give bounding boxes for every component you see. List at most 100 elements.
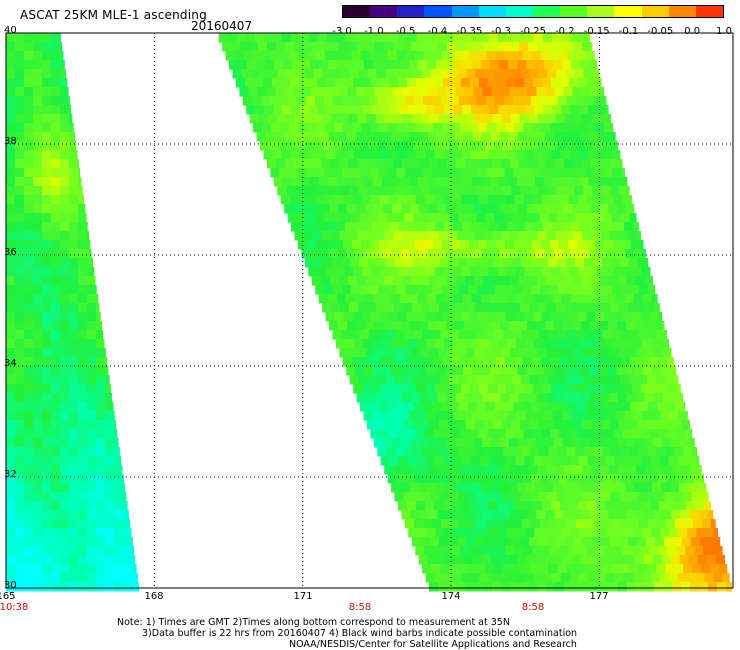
swath-pixel — [419, 87, 429, 97]
swath-pixel — [400, 132, 411, 142]
swath-pixel — [592, 69, 600, 79]
swath-pixel — [15, 87, 25, 97]
swath-pixel — [389, 150, 399, 160]
swath-pixel — [545, 393, 556, 403]
swath-pixel — [132, 537, 133, 547]
swath-pixel — [60, 186, 70, 196]
swath-pixel — [105, 510, 115, 520]
swath-pixel — [432, 402, 442, 412]
swath-pixel — [362, 150, 372, 160]
swath-pixel — [666, 474, 677, 484]
swath-pixel — [359, 213, 370, 223]
swath-pixel — [599, 510, 609, 520]
swath-pixel — [42, 519, 52, 529]
swath-pixel — [51, 150, 61, 160]
swath-pixel — [314, 141, 324, 151]
swath-pixel — [15, 105, 25, 115]
swath-pixel — [87, 402, 97, 412]
swath-pixel — [33, 564, 43, 574]
swath-pixel — [24, 465, 34, 475]
swath-pixel — [363, 411, 373, 421]
swath-pixel — [42, 528, 52, 538]
swath-pixel — [562, 483, 572, 493]
swath-pixel — [407, 339, 418, 349]
swath-pixel — [629, 564, 639, 574]
swath-pixel — [444, 222, 454, 232]
swath-pixel — [656, 330, 666, 340]
swath-pixel — [105, 483, 115, 493]
swath-pixel — [42, 546, 52, 556]
swath-pixel — [665, 519, 676, 529]
swath-pixel — [393, 465, 403, 475]
swath-pixel — [440, 96, 451, 106]
swath-pixel — [33, 456, 43, 466]
swath-pixel — [479, 573, 490, 583]
swath-pixel — [701, 519, 712, 529]
swath-pixel — [69, 195, 79, 205]
swath-pixel — [546, 114, 557, 124]
swath-pixel — [51, 240, 61, 250]
swath-pixel — [132, 546, 134, 556]
swath-pixel — [60, 438, 70, 448]
swath-pixel — [270, 168, 280, 178]
swath-pixel — [502, 186, 512, 196]
swath-pixel — [611, 447, 621, 457]
swath-pixel — [6, 555, 16, 565]
swath-pixel — [698, 510, 708, 520]
swath-pixel — [33, 339, 43, 349]
swath-pixel — [87, 411, 97, 421]
swath-pixel — [553, 555, 564, 565]
swath-pixel — [713, 573, 724, 583]
swath-pixel — [542, 33, 553, 43]
swath-pixel — [478, 195, 489, 205]
swath-pixel — [436, 249, 446, 259]
swath-pixel — [495, 402, 505, 412]
swath-pixel — [433, 429, 443, 439]
swath-pixel — [105, 555, 115, 565]
swath-pixel — [541, 195, 552, 205]
swath-pixel — [327, 177, 338, 187]
swath-pixel — [424, 195, 435, 205]
swath-pixel — [42, 357, 52, 367]
swath-pixel — [659, 384, 669, 394]
swath-pixel — [551, 456, 562, 466]
swath-pixel — [587, 384, 597, 394]
swath-pixel — [679, 483, 689, 493]
swath-pixel — [658, 429, 668, 439]
swath-pixel — [15, 546, 25, 556]
swath-pixel — [339, 42, 349, 52]
swath-pixel — [6, 33, 16, 43]
swath-pixel — [51, 474, 61, 484]
swath-pixel — [459, 357, 470, 367]
swath-pixel — [78, 537, 88, 547]
swath-pixel — [487, 429, 497, 439]
swath-pixel — [627, 537, 638, 547]
swath-pixel — [105, 366, 109, 376]
swath-pixel — [514, 312, 525, 322]
swath-pixel — [69, 312, 79, 322]
swath-pixel — [474, 231, 484, 241]
swath-pixel — [595, 195, 606, 205]
swath-pixel — [487, 312, 498, 322]
swath-pixel — [589, 132, 600, 142]
swath-pixel — [495, 357, 506, 367]
swath-pixel — [566, 96, 577, 106]
swath-pixel — [329, 204, 339, 214]
swath-pixel — [272, 33, 283, 43]
swath-pixel — [518, 87, 528, 97]
swath-pixel — [674, 447, 684, 457]
swath-pixel — [530, 213, 541, 223]
swath-pixel — [218, 33, 229, 43]
swath-pixel — [571, 249, 581, 259]
swath-pixel — [353, 150, 363, 160]
swath-pixel — [535, 60, 545, 70]
swath-pixel — [617, 393, 628, 403]
swath-pixel — [425, 384, 435, 394]
swath-pixel — [504, 285, 514, 295]
swath-pixel — [385, 375, 396, 385]
swath-pixel — [78, 375, 88, 385]
swath-pixel — [331, 69, 341, 79]
swath-pixel — [664, 375, 675, 385]
swath-pixel — [562, 60, 572, 70]
swath-pixel — [635, 510, 645, 520]
